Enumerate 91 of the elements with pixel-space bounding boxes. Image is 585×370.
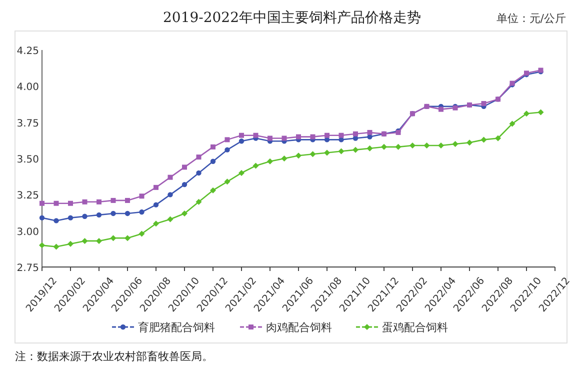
point [210,187,216,194]
point [82,199,88,204]
point [96,238,102,244]
point [82,238,88,244]
y-tick-label: 3.25 [16,190,39,202]
point [139,209,144,215]
point [40,200,44,206]
point [338,132,344,138]
point [139,194,144,199]
point [296,134,301,140]
point [438,106,444,112]
point [124,235,130,242]
point [239,132,244,138]
point [138,230,145,237]
point [182,182,188,188]
point [410,142,416,148]
chart-title: 2019-2022年中国主要饲料产品价格走势 [163,10,421,26]
point [68,200,73,206]
point [352,146,358,153]
point [324,150,330,156]
point [168,174,173,180]
point [54,218,59,224]
point [68,240,74,247]
point [224,147,230,152]
point [524,110,530,117]
text: 单位：元/公斤 [496,12,566,25]
point [538,109,544,116]
point [154,184,158,190]
point [324,132,330,138]
point [196,154,202,160]
point [367,134,372,140]
point [296,152,302,159]
point [196,170,202,176]
point [96,199,102,204]
point [96,212,102,218]
legend-label: 蛋鸡配合饲料 [382,321,448,334]
point [196,198,202,205]
y-tick-label: 4.00 [16,82,39,94]
point [110,210,116,216]
point [466,140,472,146]
point [53,244,60,250]
point [39,242,45,248]
point [480,136,487,143]
point [252,162,259,169]
point [210,158,216,164]
point [124,210,130,216]
point [153,220,159,227]
y-tick-label: 3.00 [16,226,39,238]
text: 注：数据来源于农业农村部畜牧兽医局。 [15,350,213,363]
y-tick-label: 4.25 [16,46,39,57]
point [224,178,230,185]
point [452,141,458,148]
point [509,120,516,127]
point [39,215,45,220]
point [267,158,273,164]
point [125,198,130,203]
point [281,156,288,162]
point [353,131,358,136]
point [338,148,344,154]
point [54,200,59,206]
point [168,192,173,198]
point [238,170,244,176]
point [367,130,372,135]
point [366,145,373,152]
point [253,132,258,138]
y-tick-label: 3.50 [16,154,39,166]
legend-label: 育肥猪配合饲料 [138,321,215,334]
point [495,135,501,142]
point [481,101,486,106]
y-tick-label: 3.75 [16,118,39,130]
point [153,202,159,208]
point [310,134,316,140]
point [210,144,216,150]
point [82,214,88,219]
point [381,144,387,150]
point [224,137,230,142]
point [282,136,287,141]
point [110,198,116,203]
point [68,215,74,220]
legend-label: 肉鸡配合饲料 [266,321,332,334]
point [310,151,316,158]
point [110,235,116,242]
point [182,210,188,216]
point [268,136,272,141]
point [424,142,430,148]
point [182,164,187,170]
point [167,216,174,222]
y-tick-label: 2.75 [16,263,39,274]
point [395,144,402,150]
point [438,142,444,148]
point [238,138,244,144]
